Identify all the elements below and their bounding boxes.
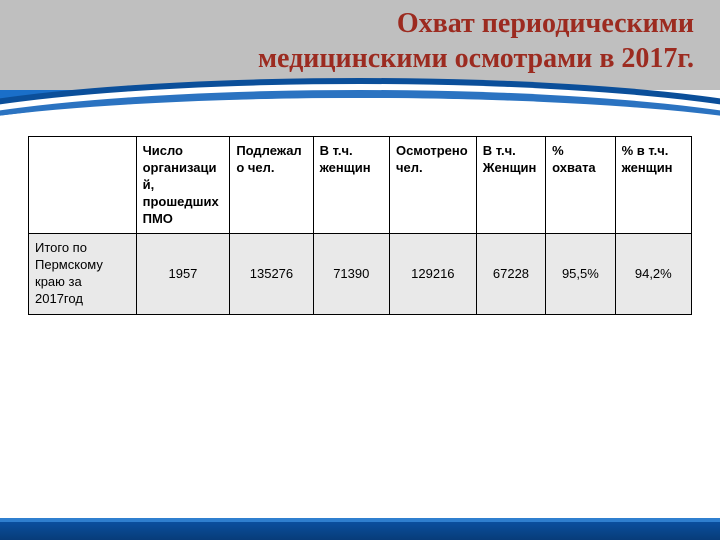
title-line-1: Охват периодическими (397, 8, 694, 39)
col-header-1: Число организаций, прошедших ПМО (136, 137, 230, 234)
cell-v3: 129216 (389, 234, 476, 315)
slide: Охват периодическими медицинскими осмотр… (0, 0, 720, 540)
data-table-container: Число организаций, прошедших ПМО Подлежа… (28, 136, 692, 315)
col-header-4: Осмотрено чел. (389, 137, 476, 234)
cell-v0: 1957 (136, 234, 230, 315)
data-table: Число организаций, прошедших ПМО Подлежа… (28, 136, 692, 315)
cell-v6: 94,2% (615, 234, 691, 315)
col-header-5: В т.ч. Женщин (476, 137, 545, 234)
col-header-3: В т.ч. женщин (313, 137, 389, 234)
cell-v2: 71390 (313, 234, 389, 315)
col-header-0 (29, 137, 137, 234)
footer-bar (0, 522, 720, 540)
arc-decoration (0, 78, 720, 118)
row-label: Итого по Пермскому краю за 2017год (29, 234, 137, 315)
slide-title: Охват периодическими медицинскими осмотр… (0, 6, 694, 76)
col-header-7: % в т.ч. женщин (615, 137, 691, 234)
cell-v4: 67228 (476, 234, 545, 315)
table-header-row: Число организаций, прошедших ПМО Подлежа… (29, 137, 692, 234)
title-bar: Охват периодическими медицинскими осмотр… (0, 0, 720, 90)
cell-v5: 95,5% (546, 234, 615, 315)
table-row: Итого по Пермскому краю за 2017год 1957 … (29, 234, 692, 315)
col-header-6: % охвата (546, 137, 615, 234)
title-line-2: медицинскими осмотрами в 2017г. (258, 43, 694, 74)
col-header-2: Подлежало чел. (230, 137, 313, 234)
cell-v1: 135276 (230, 234, 313, 315)
